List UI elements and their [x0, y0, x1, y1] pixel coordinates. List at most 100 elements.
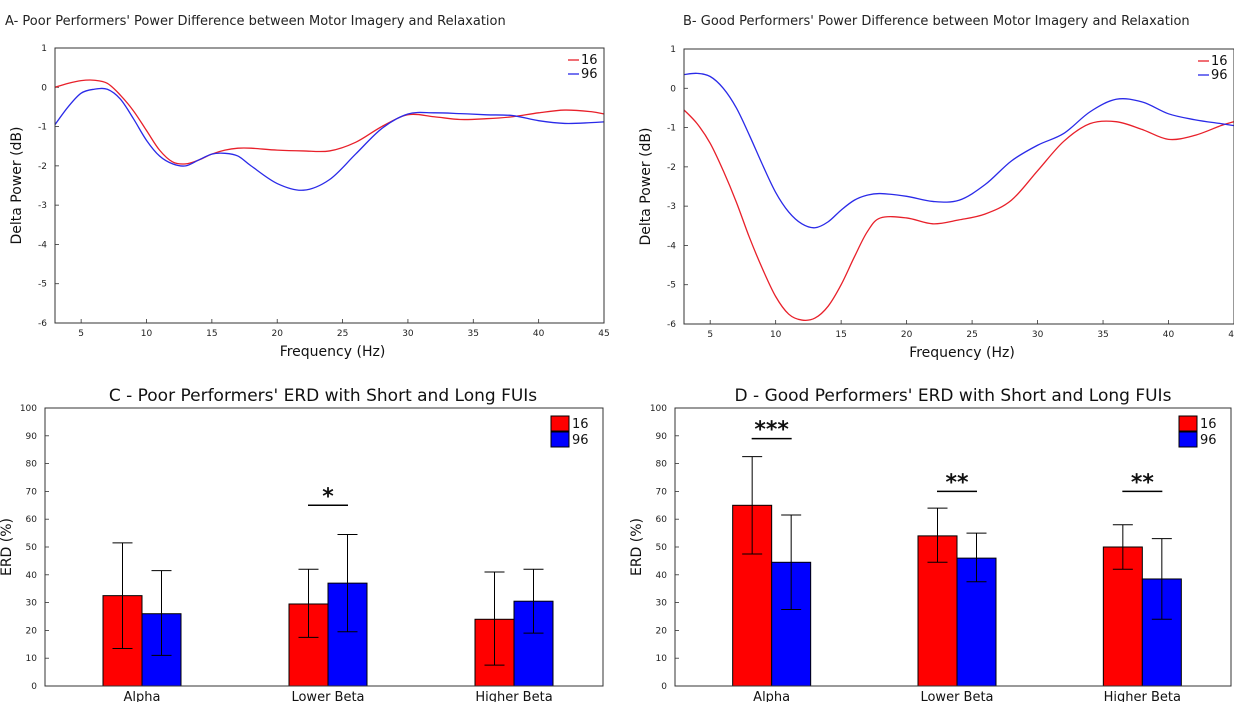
x-tick-label: 20: [901, 330, 913, 340]
y-tick-label: 1: [41, 44, 47, 54]
legend-label: 16: [581, 53, 598, 68]
y-tick-label: 0: [661, 682, 667, 692]
y-tick-label: 40: [26, 571, 38, 581]
y-tick-label: 50: [26, 543, 38, 553]
plot-frame: [44, 407, 604, 687]
legend-swatch: [1178, 431, 1198, 448]
x-tick-label: 35: [468, 329, 479, 339]
y-tick-label: 0: [41, 83, 47, 93]
legend-label: 16: [572, 417, 589, 432]
plot-frame: [54, 47, 605, 324]
legend-label: 16: [1211, 54, 1228, 69]
y-tick-label: -6: [667, 320, 676, 330]
legend-label: 96: [581, 67, 598, 82]
legend-label: 96: [1211, 68, 1228, 83]
y-tick-label: -4: [38, 240, 47, 250]
y-tick-label: 10: [656, 654, 668, 664]
y-tick-label: -1: [38, 123, 47, 133]
y-tick-label: 70: [656, 487, 668, 497]
category-label: Lower Beta: [920, 690, 993, 702]
y-tick-label: 50: [656, 543, 668, 553]
x-tick-label: 35: [1097, 330, 1108, 340]
x-tick-label: 45: [598, 329, 609, 339]
legend-label: 96: [572, 433, 589, 448]
y-tick-label: -5: [667, 281, 676, 291]
legend-label: 16: [1200, 417, 1217, 432]
legend-swatch: [550, 431, 570, 448]
x-axis-label: Frequency (Hz): [280, 344, 386, 360]
y-tick-label: 20: [656, 626, 668, 636]
y-tick-label: 90: [656, 432, 668, 442]
y-tick-label: 60: [656, 515, 668, 525]
x-tick-label: 10: [770, 330, 782, 340]
x-tick-label: 30: [402, 329, 414, 339]
x-axis-label: Frequency (Hz): [909, 345, 1015, 361]
y-tick-label: 80: [26, 460, 38, 470]
significance-stars: *: [322, 484, 334, 509]
y-tick-label: -1: [667, 124, 676, 134]
y-tick-label: -6: [38, 319, 47, 329]
y-tick-label: 90: [26, 432, 38, 442]
y-tick-label: 100: [20, 404, 37, 414]
panel-a: A- Poor Performers' Power Difference bet…: [5, 14, 610, 360]
x-tick-label: 15: [835, 330, 846, 340]
panel-c: C - Poor Performers' ERD with Short and …: [0, 386, 604, 702]
plot-frame: [683, 48, 1234, 325]
panel-d-title: D - Good Performers' ERD with Short and …: [735, 386, 1172, 406]
y-tick-label: -4: [667, 241, 676, 251]
x-tick-label: 30: [1032, 330, 1044, 340]
y-tick-label: 80: [656, 460, 668, 470]
y-tick-label: -5: [38, 280, 47, 290]
legend-label: 96: [1200, 433, 1217, 448]
significance-stars: **: [945, 470, 969, 495]
series-line-96: [684, 72, 1234, 229]
y-tick-label: 70: [26, 487, 38, 497]
y-tick-label: 20: [26, 626, 38, 636]
x-tick-label: 15: [206, 329, 217, 339]
x-tick-label: 5: [78, 329, 84, 339]
x-tick-label: 25: [966, 330, 977, 340]
y-tick-label: 100: [650, 404, 667, 414]
y-tick-label: 60: [26, 515, 38, 525]
panel-d: D - Good Performers' ERD with Short and …: [629, 386, 1232, 702]
y-axis-label: Delta Power (dB): [638, 128, 654, 246]
x-tick-label: 40: [1163, 330, 1175, 340]
y-tick-label: -3: [667, 202, 676, 212]
y-tick-label: 30: [656, 599, 668, 609]
x-tick-label: 10: [141, 329, 153, 339]
significance-stars: ***: [754, 418, 789, 443]
significance-stars: **: [1131, 470, 1155, 495]
y-axis-label: ERD (%): [629, 518, 645, 576]
y-tick-label: 30: [26, 599, 38, 609]
category-label: Higher Beta: [475, 690, 552, 702]
series-line-16: [55, 79, 604, 165]
y-tick-label: 0: [670, 84, 676, 94]
plot-frame: [674, 407, 1232, 687]
y-tick-label: 1: [670, 45, 676, 55]
panel-a-title: A- Poor Performers' Power Difference bet…: [5, 14, 506, 29]
y-tick-label: -3: [38, 201, 47, 211]
x-tick-label: 5: [707, 330, 713, 340]
legend-swatch: [1178, 415, 1198, 432]
series-line-16: [684, 109, 1234, 322]
y-axis-label: ERD (%): [0, 518, 15, 576]
y-tick-label: 40: [656, 571, 668, 581]
y-axis-label: Delta Power (dB): [9, 127, 25, 245]
x-tick-label: 40: [533, 329, 545, 339]
x-tick-label: 25: [337, 329, 348, 339]
category-label: Lower Beta: [291, 690, 364, 702]
y-tick-label: 10: [26, 654, 38, 664]
panel-b-title: B- Good Performers' Power Difference bet…: [683, 14, 1190, 29]
x-tick-label: 45: [1228, 330, 1234, 340]
panel-c-title: C - Poor Performers' ERD with Short and …: [109, 386, 537, 406]
legend-swatch: [550, 415, 570, 432]
series-line-96: [55, 87, 604, 191]
category-label: Alpha: [753, 690, 790, 702]
panel-b: B- Good Performers' Power Difference bet…: [638, 14, 1234, 361]
y-tick-label: -2: [38, 162, 47, 172]
y-tick-label: -2: [667, 163, 676, 173]
x-tick-label: 20: [271, 329, 283, 339]
y-tick-label: 0: [31, 682, 37, 692]
category-label: Higher Beta: [1104, 690, 1181, 702]
